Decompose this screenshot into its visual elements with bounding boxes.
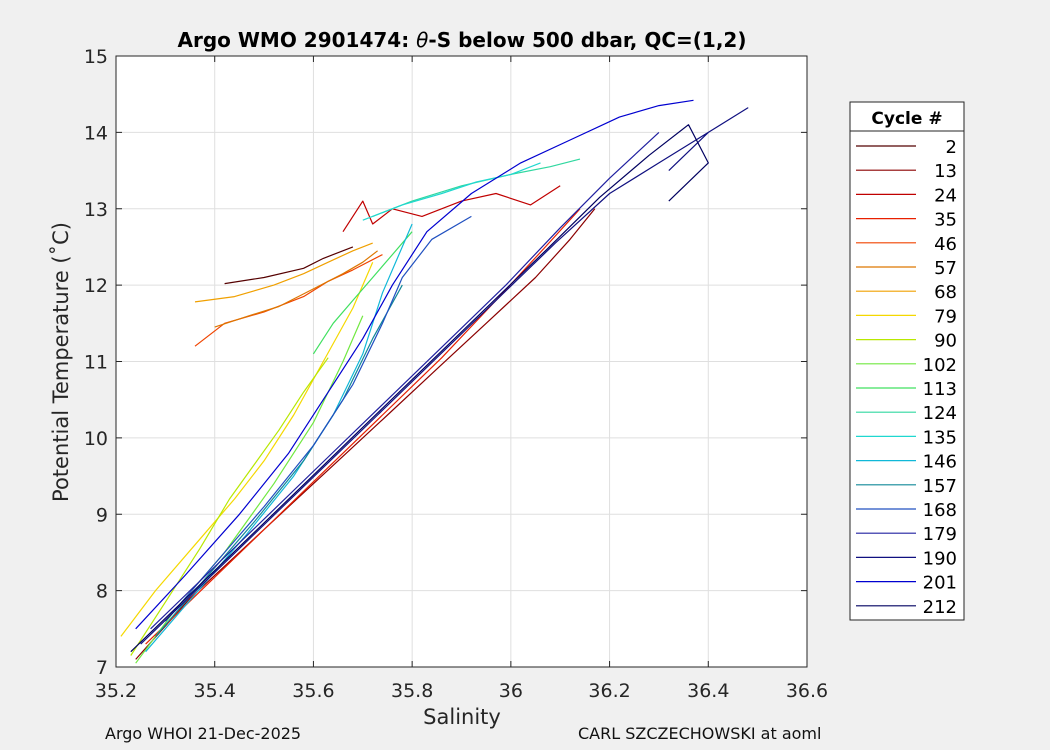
y-tick-label: 8 <box>96 581 108 603</box>
axis-ticks: 35.2 35.4 35.6 35.8 36 36.2 36.4 36.6 7 8 9 10 11 12 1… <box>84 46 828 702</box>
x-tick-label: 36.6 <box>786 680 828 702</box>
legend-title: Cycle # <box>871 109 942 129</box>
title-theta: θ <box>416 28 428 52</box>
title-suffix: -S below 500 dbar, QC=(1,2) <box>428 28 746 52</box>
series-cycle-24 <box>342 185 561 233</box>
series-cycle-212 <box>130 124 709 653</box>
x-tick-label: 36.4 <box>687 680 729 702</box>
series-cycle-201 <box>135 99 694 630</box>
y-tick-label: 14 <box>84 122 108 144</box>
y-tick-label: 13 <box>84 199 108 221</box>
x-tick-label: 35.2 <box>95 680 137 702</box>
x-tick-label: 35.6 <box>292 680 334 702</box>
series-cycle-157 <box>155 284 403 637</box>
legend: Cycle # 2 13 24 35 46 57 68 79 90 102 113 124 135 146… <box>849 101 965 621</box>
series-cycle-57 <box>214 250 378 328</box>
footer-right-credit: CARL SZCZECHOWSKI at aoml <box>578 724 822 743</box>
series-cycle-190 <box>140 107 749 645</box>
legend-entry-label: 124 <box>923 403 957 424</box>
legend-entry-label: 35 <box>934 210 957 231</box>
legend-entry-label: 113 <box>923 379 957 400</box>
x-tick-label: 35.4 <box>194 680 236 702</box>
series-cycle-79 <box>120 261 374 637</box>
legend-entry-label: 57 <box>934 258 957 279</box>
y-axis-label: Potential Temperature (˚C) <box>49 222 73 502</box>
y-tick-label: 10 <box>84 428 108 450</box>
legend-entry-label: 2 <box>946 137 957 158</box>
title-prefix: Argo WMO 2901474: <box>178 28 417 52</box>
y-tick-label: 7 <box>96 657 108 679</box>
legend-entry-label: 90 <box>934 331 957 352</box>
series-cycle-168 <box>164 215 472 622</box>
legend-entry-label: 168 <box>923 500 957 521</box>
x-tick-label: 36 <box>499 680 523 702</box>
legend-entry-label: 179 <box>923 524 957 545</box>
y-tick-label: 9 <box>96 504 108 526</box>
legend-entry-label: 13 <box>934 161 957 182</box>
series-cycle-113 <box>312 231 413 355</box>
series-cycle-2 <box>224 246 354 285</box>
y-tick-label: 12 <box>84 275 108 297</box>
legend-entry-label: 24 <box>934 185 957 206</box>
legend-entry-label: 135 <box>923 427 957 448</box>
legend-entry-label: 79 <box>934 306 957 327</box>
legend-entry-label: 157 <box>923 476 957 497</box>
series-cycle-35 <box>145 208 581 645</box>
legend-entry-label: 190 <box>923 548 957 569</box>
series-cycle-179 <box>150 131 660 630</box>
legend-entry-label: 146 <box>923 452 957 473</box>
series-cycle-135 <box>362 162 541 221</box>
footer-left-credit: Argo WHOI 21-Dec-2025 <box>105 724 302 743</box>
data-series <box>120 99 749 664</box>
x-axis-label: Salinity <box>423 705 501 729</box>
series-cycle-13 <box>135 208 596 660</box>
legend-entry-label: 68 <box>934 282 957 303</box>
y-tick-label: 11 <box>84 352 108 374</box>
series-cycle-90 <box>130 357 329 656</box>
legend-entry-label: 201 <box>923 573 957 594</box>
legend-entry-label: 102 <box>923 355 957 376</box>
y-tick-label: 15 <box>84 46 108 68</box>
legend-entries: 2 13 24 35 46 57 68 79 90 102 113 124 135 146 157 168 17… <box>856 137 957 618</box>
legend-entry-label: 212 <box>923 597 957 618</box>
x-tick-label: 35.8 <box>391 680 433 702</box>
chart-title: Argo WMO 2901474: θ-S below 500 dbar, QC… <box>178 28 747 52</box>
x-tick-label: 36.2 <box>588 680 630 702</box>
series-cycle-68 <box>194 242 373 303</box>
legend-entry-label: 46 <box>934 234 957 255</box>
